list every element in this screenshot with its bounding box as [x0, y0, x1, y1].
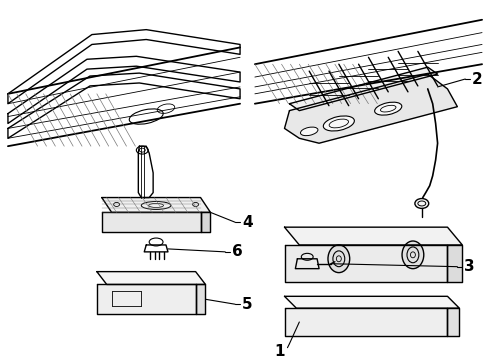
Text: 5: 5 [242, 297, 253, 312]
Polygon shape [285, 74, 457, 143]
Polygon shape [447, 308, 459, 336]
Ellipse shape [375, 102, 402, 115]
Polygon shape [102, 198, 210, 212]
Polygon shape [97, 284, 196, 314]
Polygon shape [285, 227, 462, 245]
Ellipse shape [323, 116, 354, 131]
Text: 6: 6 [232, 244, 243, 259]
Polygon shape [285, 296, 459, 308]
Polygon shape [200, 212, 210, 232]
Text: 4: 4 [242, 215, 253, 230]
Ellipse shape [328, 245, 350, 273]
Polygon shape [102, 212, 200, 232]
Polygon shape [285, 308, 447, 336]
Polygon shape [285, 245, 447, 282]
Polygon shape [97, 272, 205, 284]
Polygon shape [447, 245, 462, 282]
Text: 3: 3 [464, 259, 475, 274]
Ellipse shape [402, 241, 424, 269]
Ellipse shape [415, 198, 429, 208]
Text: 1: 1 [274, 344, 285, 359]
Polygon shape [196, 284, 205, 314]
Text: 2: 2 [472, 72, 483, 86]
Polygon shape [290, 67, 438, 111]
Ellipse shape [300, 127, 318, 136]
